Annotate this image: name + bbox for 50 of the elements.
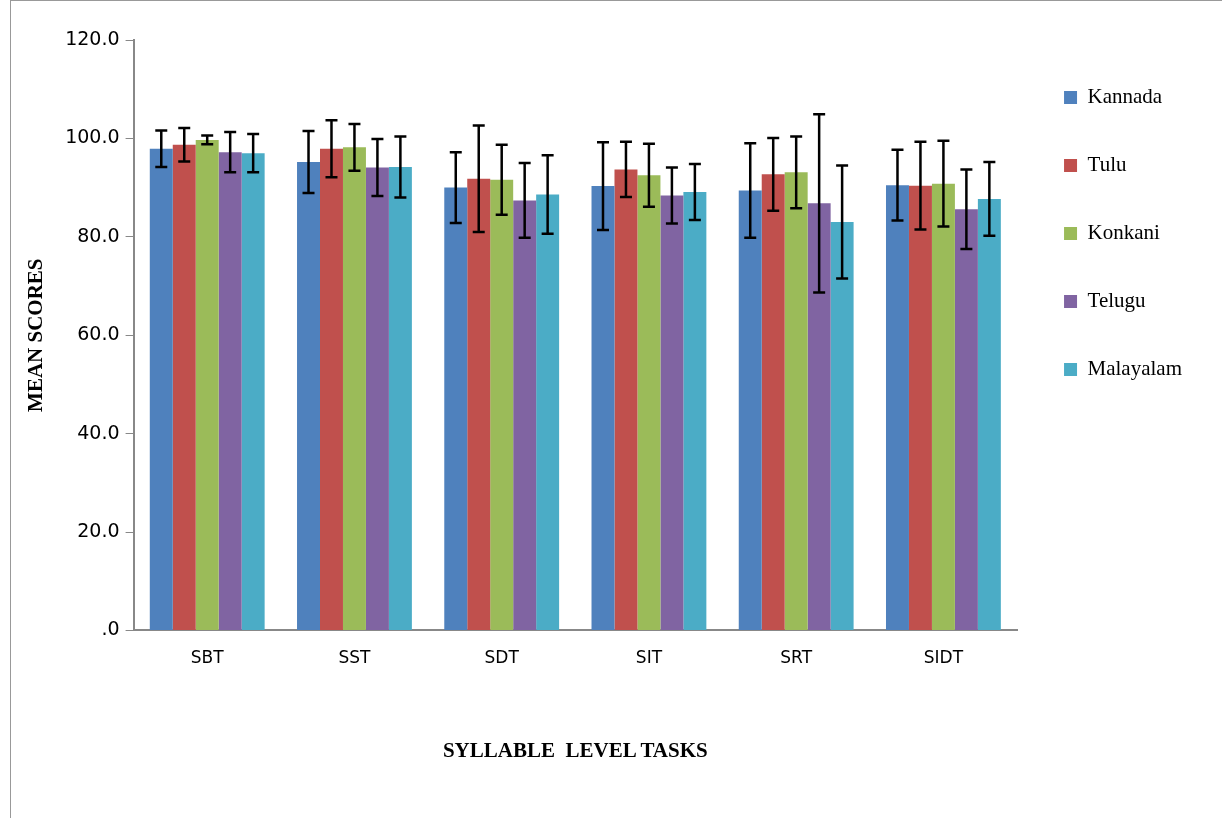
x-tick-label: SBT	[190, 647, 225, 668]
bar	[365, 167, 389, 630]
y-tick-label: 120.0	[65, 26, 120, 49]
bar	[467, 178, 491, 630]
bar	[807, 203, 831, 630]
bar	[886, 185, 909, 630]
bar	[149, 148, 173, 630]
bar	[195, 139, 219, 630]
bar	[490, 179, 514, 630]
bar	[591, 186, 615, 630]
bar	[218, 152, 242, 630]
bar	[241, 153, 265, 630]
y-tick-label: 100.0	[65, 125, 120, 148]
y-tick-label: 60.0	[77, 322, 120, 345]
y-tick-label: .0	[101, 617, 120, 640]
y-tick-label: 80.0	[77, 223, 120, 246]
y-tick-label: 20.0	[77, 518, 120, 541]
bar	[388, 166, 412, 630]
x-axis-title: SYLLABLE LEVEL TASKS	[442, 737, 708, 762]
bar	[784, 172, 808, 630]
bar	[320, 148, 343, 630]
bar	[738, 190, 762, 630]
legend-label: Tulu	[1087, 152, 1127, 177]
bar	[444, 187, 468, 630]
bar	[513, 200, 537, 630]
legend-label: Telugu	[1087, 288, 1147, 313]
x-tick-label: SDT	[484, 647, 520, 668]
bar	[830, 222, 854, 630]
bar	[761, 174, 785, 630]
y-axis-title: MEAN SCORES	[23, 258, 48, 412]
y-tick-label: 40.0	[77, 420, 120, 443]
bar	[660, 195, 684, 630]
x-tick-label: SIDT	[923, 647, 964, 668]
bar	[977, 198, 1001, 630]
bar	[908, 185, 932, 630]
bar	[637, 175, 661, 630]
x-tick-label: SST	[338, 647, 372, 668]
legend-label: Konkani	[1087, 220, 1161, 245]
bar	[342, 147, 366, 630]
bar	[172, 144, 196, 630]
bar	[614, 169, 638, 630]
legend-label: Malayalam	[1087, 356, 1183, 381]
x-tick-label: SRT	[780, 647, 813, 668]
legend-label: Kannada	[1087, 84, 1163, 109]
x-tick-label: SIT	[635, 647, 663, 668]
bar	[297, 162, 320, 630]
bar	[954, 209, 978, 630]
bar	[683, 192, 707, 630]
bar	[536, 194, 560, 630]
bar	[931, 183, 955, 630]
